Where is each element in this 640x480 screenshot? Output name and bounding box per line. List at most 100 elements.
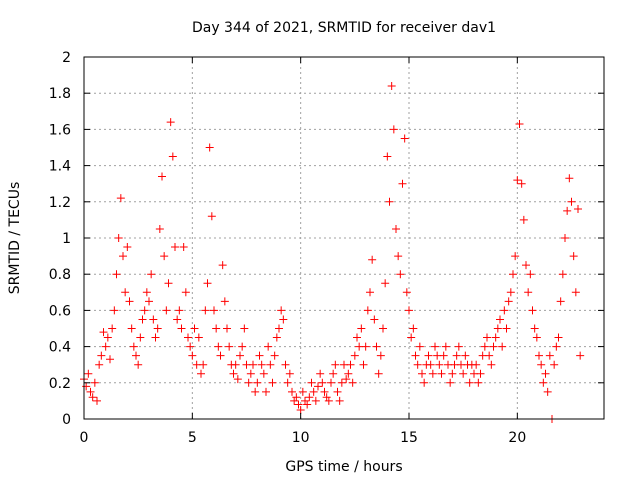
data-point xyxy=(218,261,227,270)
data-point xyxy=(331,360,340,369)
data-point xyxy=(251,387,260,396)
data-point xyxy=(344,369,353,378)
data-point xyxy=(366,288,374,297)
data-point xyxy=(405,306,413,315)
data-point xyxy=(509,270,517,279)
data-point xyxy=(110,306,119,315)
data-point xyxy=(171,243,179,252)
data-point xyxy=(279,315,288,324)
data-point xyxy=(262,387,270,396)
data-point xyxy=(164,279,173,288)
data-point xyxy=(485,351,494,360)
data-point xyxy=(337,378,346,387)
data-point xyxy=(294,400,303,409)
data-point xyxy=(264,342,273,351)
data-point xyxy=(220,297,229,306)
y-tick-label: 0.2 xyxy=(49,376,71,392)
data-point xyxy=(413,360,422,369)
data-point xyxy=(142,288,151,297)
data-point xyxy=(153,324,162,333)
data-point xyxy=(420,378,429,387)
data-point xyxy=(134,360,143,369)
data-point xyxy=(472,360,481,369)
data-point xyxy=(571,288,580,297)
data-point xyxy=(231,360,240,369)
data-point xyxy=(370,315,379,324)
data-point xyxy=(392,224,400,233)
data-point xyxy=(480,342,489,351)
data-point xyxy=(166,118,175,127)
data-point xyxy=(383,152,392,161)
data-point xyxy=(268,378,277,387)
data-point xyxy=(223,324,231,333)
data-point xyxy=(194,333,203,342)
x-axis-label: GPS time / hours xyxy=(285,459,402,475)
data-point xyxy=(576,351,585,360)
data-point xyxy=(266,360,275,369)
y-tick-label: 0.4 xyxy=(49,340,71,356)
data-point xyxy=(461,351,470,360)
data-point xyxy=(506,288,515,297)
data-point xyxy=(454,342,463,351)
data-point xyxy=(329,369,338,378)
data-point xyxy=(532,333,541,342)
data-point xyxy=(396,270,405,279)
data-point xyxy=(181,288,190,297)
data-point xyxy=(569,252,578,261)
data-point xyxy=(190,324,199,333)
y-tick-label: 1.4 xyxy=(49,159,71,175)
data-point xyxy=(303,400,312,409)
data-point xyxy=(108,324,117,333)
x-tick-label: 5 xyxy=(188,430,197,446)
data-point xyxy=(368,255,377,264)
data-point xyxy=(285,369,294,378)
data-point xyxy=(270,351,279,360)
data-point xyxy=(199,360,208,369)
data-point xyxy=(101,342,110,351)
data-point xyxy=(493,324,502,333)
data-point xyxy=(318,378,327,387)
chart-title: Day 344 of 2021, SRMTID for receiver dav… xyxy=(192,20,496,36)
data-point xyxy=(158,172,166,181)
data-point xyxy=(435,360,444,369)
data-point xyxy=(95,360,104,369)
data-point xyxy=(236,351,244,360)
data-point xyxy=(333,387,342,396)
data-point xyxy=(387,81,396,90)
data-point xyxy=(283,378,292,387)
points-layer xyxy=(80,81,585,423)
data-point xyxy=(272,333,281,342)
data-point xyxy=(244,378,253,387)
data-point xyxy=(511,252,520,261)
data-point xyxy=(528,306,537,315)
data-point xyxy=(162,306,171,315)
y-tick-label: 1.2 xyxy=(49,195,71,211)
data-point xyxy=(136,333,145,342)
data-point xyxy=(246,369,255,378)
data-point xyxy=(253,378,262,387)
data-point xyxy=(487,360,496,369)
data-point xyxy=(288,387,296,396)
data-point xyxy=(114,234,123,242)
data-point xyxy=(502,324,511,333)
data-point xyxy=(240,324,249,333)
data-point xyxy=(125,297,134,306)
data-point xyxy=(519,215,528,224)
data-point xyxy=(90,378,99,387)
data-point xyxy=(402,288,411,297)
data-point xyxy=(530,324,539,333)
data-point xyxy=(567,197,576,206)
data-point xyxy=(129,342,138,351)
data-point xyxy=(446,378,455,387)
data-point xyxy=(431,342,439,351)
data-point xyxy=(504,297,513,306)
data-point xyxy=(314,382,322,391)
data-point xyxy=(149,315,158,324)
data-point xyxy=(257,360,266,369)
data-point xyxy=(452,351,461,360)
y-axis-label: SRMTID / TECUs xyxy=(7,182,23,295)
data-point xyxy=(311,396,320,405)
data-point xyxy=(385,197,394,206)
data-point xyxy=(160,252,169,261)
